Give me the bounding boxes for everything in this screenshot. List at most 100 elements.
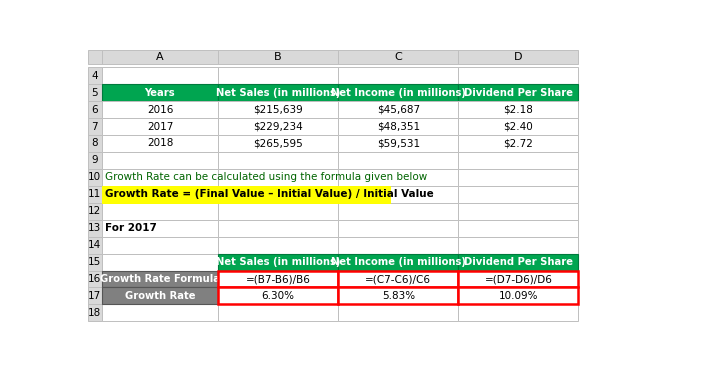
Bar — [102, 270, 218, 287]
Bar — [102, 270, 218, 287]
Text: $229,234: $229,234 — [253, 121, 303, 131]
Text: $265,595: $265,595 — [253, 138, 303, 149]
Text: Net Income (in millions): Net Income (in millions) — [331, 257, 465, 267]
Bar — [218, 203, 338, 220]
Bar — [338, 237, 458, 254]
Bar — [218, 135, 338, 152]
Bar — [338, 169, 458, 186]
Bar — [102, 220, 218, 237]
Bar — [458, 254, 579, 270]
Bar — [218, 101, 338, 118]
Bar — [218, 84, 338, 101]
Text: 6: 6 — [91, 105, 98, 114]
Text: 7: 7 — [91, 121, 98, 131]
Bar — [218, 270, 338, 287]
Text: 4: 4 — [91, 71, 98, 81]
Bar — [458, 101, 579, 118]
Text: $2.40: $2.40 — [503, 121, 534, 131]
Bar — [102, 118, 218, 135]
Bar — [338, 203, 458, 220]
Bar — [218, 118, 338, 135]
Bar — [338, 118, 458, 135]
Bar — [102, 287, 218, 304]
Text: 13: 13 — [88, 223, 101, 233]
Text: Growth Rate: Growth Rate — [124, 291, 195, 301]
Bar — [102, 50, 218, 64]
Bar — [458, 50, 579, 64]
Text: Net Sales (in millions): Net Sales (in millions) — [216, 88, 340, 98]
Bar — [218, 50, 338, 64]
Text: B: B — [274, 52, 282, 62]
Bar — [88, 254, 102, 270]
Bar — [218, 270, 338, 287]
Bar — [102, 237, 218, 254]
Text: $2.72: $2.72 — [503, 138, 534, 149]
Bar — [338, 135, 458, 152]
Bar — [88, 50, 102, 64]
Bar — [338, 84, 458, 101]
Bar — [102, 169, 218, 186]
Bar — [88, 203, 102, 220]
Bar — [458, 304, 579, 321]
Text: Growth Rate Formula: Growth Rate Formula — [100, 274, 220, 284]
Bar — [338, 287, 458, 304]
Bar — [102, 101, 218, 118]
Text: 2016: 2016 — [147, 105, 173, 114]
Bar — [102, 254, 218, 270]
Bar — [88, 270, 102, 287]
Bar — [338, 270, 458, 287]
Bar — [218, 169, 338, 186]
Bar — [338, 152, 458, 169]
Text: $59,531: $59,531 — [377, 138, 420, 149]
Bar — [338, 254, 458, 270]
Bar — [88, 287, 102, 304]
Bar — [338, 270, 458, 287]
Bar — [458, 135, 579, 152]
Bar — [458, 67, 579, 84]
Bar — [458, 270, 579, 287]
Bar — [88, 118, 102, 135]
Bar — [338, 186, 458, 203]
Text: 10: 10 — [89, 172, 101, 183]
Bar — [458, 254, 579, 270]
Bar — [218, 118, 338, 135]
Text: Growth Rate = (Final Value – Initial Value) / Initial Value: Growth Rate = (Final Value – Initial Val… — [105, 189, 434, 199]
Text: Net Income (in millions): Net Income (in millions) — [331, 88, 465, 98]
Bar — [218, 254, 338, 270]
Text: $215,639: $215,639 — [253, 105, 303, 114]
Text: D: D — [514, 52, 522, 62]
Bar — [218, 304, 338, 321]
Text: Dividend Per Share: Dividend Per Share — [464, 88, 573, 98]
Bar — [88, 169, 102, 186]
Bar — [88, 101, 102, 118]
Bar — [88, 152, 102, 169]
Bar — [458, 287, 579, 304]
Bar — [458, 118, 579, 135]
Text: $2.18: $2.18 — [503, 105, 534, 114]
Bar — [458, 169, 579, 186]
Bar — [102, 203, 218, 220]
Text: 9: 9 — [91, 155, 98, 166]
Bar — [218, 220, 338, 237]
Text: 5: 5 — [91, 88, 98, 98]
Bar — [338, 101, 458, 118]
Bar — [102, 287, 218, 304]
Text: $48,351: $48,351 — [377, 121, 420, 131]
Bar — [458, 152, 579, 169]
Text: For 2017: For 2017 — [105, 223, 157, 233]
Bar — [458, 203, 579, 220]
Bar — [218, 237, 338, 254]
Bar — [102, 135, 218, 152]
Bar — [218, 135, 338, 152]
Text: Growth Rate can be calculated using the formula given below: Growth Rate can be calculated using the … — [105, 172, 427, 183]
Text: 2017: 2017 — [147, 121, 173, 131]
Text: $45,687: $45,687 — [377, 105, 420, 114]
Bar — [102, 84, 218, 101]
Text: 11: 11 — [88, 189, 101, 199]
Bar — [338, 135, 458, 152]
Text: 18: 18 — [88, 308, 101, 318]
Bar — [102, 67, 218, 84]
Text: Net Sales (in millions): Net Sales (in millions) — [216, 257, 340, 267]
Text: C: C — [394, 52, 402, 62]
Bar — [338, 101, 458, 118]
